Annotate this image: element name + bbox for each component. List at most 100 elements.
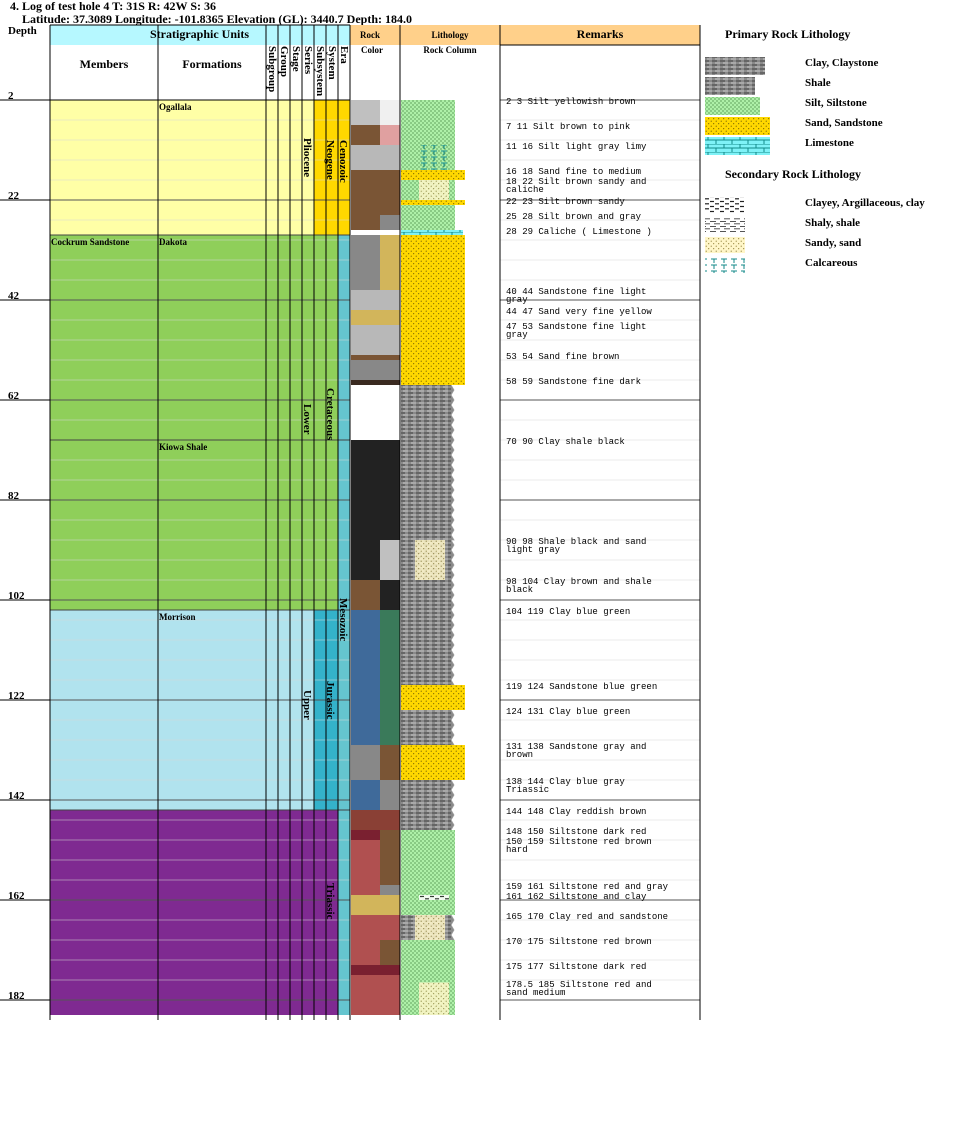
remark: 131 138 Sandstone gray and brown bbox=[506, 742, 647, 760]
lithology-secondary-clayey bbox=[419, 895, 449, 900]
log-title: 4. Log of test hole 4 T: 31S R: 42W S: 3… bbox=[10, 0, 217, 13]
rock-color-cell bbox=[380, 380, 400, 385]
era-name: Cenozoic bbox=[337, 140, 349, 183]
rock-header-bg bbox=[350, 25, 400, 45]
remark: 11 16 Silt light gray limy bbox=[506, 142, 647, 152]
rock-color-cell bbox=[351, 215, 380, 230]
rock-color-cell bbox=[380, 270, 400, 290]
rock-color-cell bbox=[380, 180, 400, 200]
rock-column-header: Rock Column bbox=[423, 45, 477, 55]
rock-color-cell bbox=[380, 610, 400, 685]
lithology-edge bbox=[450, 709, 455, 746]
rock-color-cell bbox=[380, 915, 400, 940]
lithology-header-bg bbox=[400, 25, 500, 45]
rock-color-cell bbox=[351, 780, 380, 810]
member-name: Cockrum Sandstone bbox=[51, 237, 130, 247]
rock-color-cell bbox=[351, 235, 380, 270]
lithology-silt bbox=[401, 900, 455, 915]
rock-color-cell bbox=[380, 710, 400, 745]
rock-color-cell bbox=[351, 180, 380, 200]
remark: 44 47 Sand very fine yellow bbox=[506, 307, 652, 317]
rock-color-cell bbox=[351, 840, 380, 885]
color-header: Color bbox=[361, 45, 383, 55]
remark: 28 29 Caliche ( Limestone ) bbox=[506, 227, 652, 237]
rock-color-cell bbox=[351, 685, 380, 710]
lithology-silt bbox=[401, 205, 455, 230]
legend-swatch-clayey bbox=[705, 197, 745, 213]
rock-color-cell bbox=[380, 440, 400, 540]
rock-color-cell bbox=[351, 290, 380, 310]
depth-tick: 182 bbox=[8, 990, 25, 1002]
remark: 144 148 Clay reddish brown bbox=[506, 807, 647, 817]
rock-color-cell bbox=[351, 385, 380, 440]
remark: 150 159 Siltstone red brown hard bbox=[506, 837, 652, 855]
legend-label: Clayey, Argillaceous, clay bbox=[805, 197, 925, 209]
legend-label: Limestone bbox=[805, 137, 854, 149]
lithology-sand bbox=[401, 745, 465, 780]
remark: 22 23 Silt brown sandy bbox=[506, 197, 625, 207]
lithology-silt bbox=[401, 830, 455, 895]
legend-label: Shale bbox=[805, 77, 831, 89]
rock-color-cell bbox=[380, 580, 400, 610]
rock-color-cell bbox=[380, 125, 400, 145]
rock-color-cell bbox=[351, 145, 380, 170]
lithology-limestone bbox=[401, 230, 463, 235]
lithology-silt bbox=[401, 100, 455, 145]
system-name: Cretaceous bbox=[324, 388, 336, 441]
rock-color-cell bbox=[380, 745, 400, 780]
remark: 124 131 Clay blue green bbox=[506, 707, 631, 717]
rock-color-cell bbox=[380, 290, 400, 310]
remark: 119 124 Sandstone blue green bbox=[506, 682, 658, 692]
legend-label: Sandy, sand bbox=[805, 237, 862, 249]
remark: 178.5 185 Siltstone red and sand medium bbox=[506, 979, 652, 998]
lithology-clay bbox=[401, 710, 451, 745]
rock-color-cell bbox=[351, 100, 380, 125]
remark: 138 144 Clay blue gray Triassic bbox=[506, 777, 625, 795]
remarks-header-bg bbox=[500, 25, 700, 45]
cenozoic-era-bar bbox=[338, 100, 350, 235]
depth-header: Depth bbox=[8, 25, 37, 37]
remark: 161 162 Siltstone and clay bbox=[506, 892, 647, 902]
rock-color-cell bbox=[380, 940, 400, 965]
rock-color-cell bbox=[380, 895, 400, 915]
legend-swatch-silt bbox=[705, 97, 760, 115]
rock-color-cell bbox=[351, 610, 380, 685]
lithology-sand bbox=[401, 200, 465, 205]
legend-label: Sand, Sandstone bbox=[805, 117, 883, 129]
formation-name: Ogallala bbox=[159, 102, 192, 112]
subsystem-header: Subsystem bbox=[314, 46, 326, 97]
depth-tick: 122 bbox=[8, 690, 25, 702]
rock-color-cell bbox=[380, 965, 400, 975]
lithology-header: Lithology bbox=[431, 30, 469, 40]
series-name: Lower bbox=[301, 404, 313, 435]
remark: 98 104 Clay brown and shale black bbox=[506, 577, 652, 595]
remark: 16 18 Sand fine to medium bbox=[506, 167, 642, 177]
rock-color-cell bbox=[351, 540, 380, 580]
rock-color-cell bbox=[380, 840, 400, 885]
lithology-sand bbox=[401, 170, 465, 180]
rock-color-cell bbox=[380, 780, 400, 810]
system-name: Triassic bbox=[324, 883, 336, 920]
rock-color-cell bbox=[380, 355, 400, 360]
formations-header: Formations bbox=[182, 57, 242, 71]
formation-name: Morrison bbox=[159, 612, 196, 622]
rock-color-cell bbox=[351, 745, 380, 780]
remark: 70 90 Clay shale black bbox=[506, 437, 625, 447]
remark: 2 3 Silt yellowish brown bbox=[506, 97, 636, 107]
rock-color-cell bbox=[351, 710, 380, 745]
rock-color-cell bbox=[380, 385, 400, 440]
legend-swatch-clay bbox=[705, 57, 765, 75]
depth-tick: 102 bbox=[8, 590, 25, 602]
rock-color-cell bbox=[380, 145, 400, 170]
legend-swatch-sand bbox=[705, 117, 770, 135]
remark: 58 59 Sandstone fine dark bbox=[506, 377, 642, 387]
rock-color-cell bbox=[351, 885, 380, 895]
lithology-secondary-calcareous bbox=[419, 145, 449, 170]
lithology-secondary-sandy bbox=[419, 180, 449, 200]
rock-color-cell bbox=[380, 360, 400, 380]
era-name: Mesozoic bbox=[337, 598, 349, 642]
lithology-silt bbox=[401, 940, 455, 983]
formation-name: Dakota bbox=[159, 237, 188, 247]
rock-color-cell bbox=[351, 200, 380, 215]
rock-color-cell bbox=[380, 810, 400, 830]
